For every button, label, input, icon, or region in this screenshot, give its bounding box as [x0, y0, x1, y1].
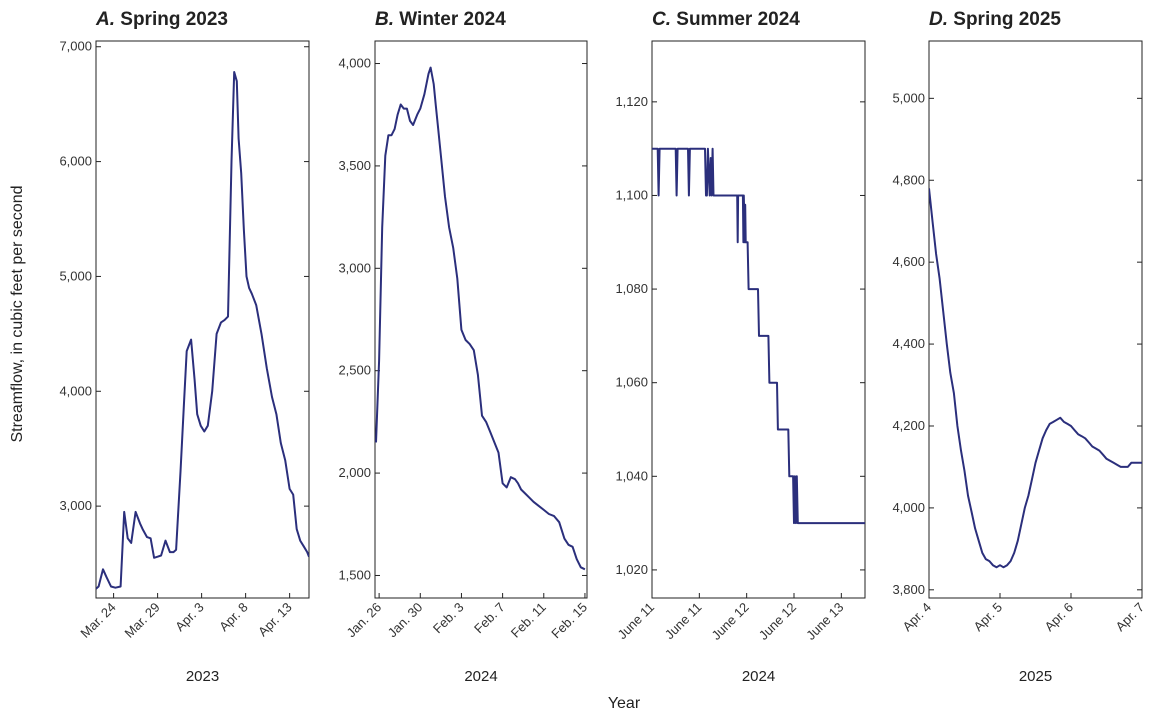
y-tick-label: 4,600 [892, 254, 925, 269]
y-tick-label: 3,000 [338, 260, 371, 275]
x-tick-label: Feb. 11 [508, 600, 549, 641]
panel-b: B. Winter 2024 1,500 2,000 2,500 3,000 3,500 4… [338, 9, 590, 685]
chart-panels: A. Spring 2023 3,000 4,000 5,000 6,000 7,000 M… [59, 9, 1147, 685]
streamflow-line [96, 71, 309, 590]
x-tick-label: June 12 [756, 600, 799, 643]
plot-frame [651, 40, 866, 599]
x-tick-label: Feb. 3 [430, 600, 467, 637]
panel-a: A. Spring 2023 3,000 4,000 5,000 6,000 7,000 M… [59, 9, 310, 685]
y-tick-label: 2,500 [338, 363, 371, 378]
x-tick-label: Apr. 5 [970, 600, 1005, 635]
x-tick-label: Apr. 3 [172, 600, 207, 635]
panel-c: C. Summer 2024 1,020 1,040 1,060 1,080 1,100 1… [614, 9, 866, 685]
y-axis-title: Streamflow, in cubic feet per second [9, 185, 26, 442]
x-tick-label: Apr. 4 [899, 600, 934, 635]
y-tick-label: 6,000 [59, 154, 92, 169]
streamflow-line [375, 66, 586, 571]
panel-letter: C. [652, 9, 671, 30]
x-tick-label: June 11 [662, 600, 705, 643]
panel-d: D. Spring 2025 3,800 4,000 4,200 4,400 4,600 4… [892, 9, 1147, 685]
y-tick-label: 5,000 [59, 268, 92, 283]
x-tick-label: Feb. 15 [548, 600, 590, 642]
plot-frame [95, 40, 310, 599]
y-tick-label: 4,000 [59, 383, 92, 398]
year-label: 2025 [1019, 668, 1052, 685]
streamflow-line [929, 188, 1142, 569]
y-tick-label: 1,080 [615, 281, 648, 296]
y-tick-label: 3,500 [338, 158, 371, 173]
year-label: 2023 [186, 668, 219, 685]
panel-title-text: Winter 2024 [394, 9, 506, 30]
y-tick-label: 5,000 [892, 90, 925, 105]
panel-letter: B. [375, 9, 394, 30]
y-tick-label: 3,800 [892, 582, 925, 597]
y-tick-label: 1,040 [615, 468, 648, 483]
y-tick-label: 4,400 [892, 336, 925, 351]
plot-frame [928, 40, 1143, 599]
year-label: 2024 [464, 668, 497, 685]
y-tick-label: 1,500 [338, 567, 371, 582]
panel-title-text: Spring 2025 [948, 9, 1061, 30]
y-tick-label: 4,000 [892, 500, 925, 515]
y-tick-label: 4,200 [892, 418, 925, 433]
panel-title-text: Summer 2024 [671, 9, 800, 30]
x-tick-label: Apr. 13 [255, 600, 295, 640]
y-tick-label: 4,800 [892, 172, 925, 187]
x-tick-label: June 11 [614, 600, 657, 643]
plot-frame [374, 40, 588, 599]
y-tick-label: 7,000 [59, 39, 92, 54]
panel-title: A. Spring 2023 [95, 9, 228, 30]
panel-letter: A. [95, 9, 115, 30]
panel-letter: D. [929, 9, 948, 30]
streamflow-line [652, 147, 865, 525]
y-tick-label: 1,100 [615, 187, 648, 202]
y-tick-label: 1,020 [615, 562, 648, 577]
panel-title: D. Spring 2025 [929, 9, 1061, 30]
x-tick-label: Feb. 7 [471, 600, 508, 637]
x-tick-label: June 12 [708, 600, 751, 643]
year-label: 2024 [742, 668, 775, 685]
x-tick-label: Apr. 6 [1041, 600, 1076, 635]
y-tick-label: 1,060 [615, 375, 648, 390]
panel-title: C. Summer 2024 [652, 9, 800, 30]
y-tick-label: 4,000 [338, 56, 371, 71]
x-tick-label: June 13 [803, 600, 846, 643]
x-tick-label: Jan. 26 [343, 600, 384, 641]
y-tick-label: 3,000 [59, 498, 92, 513]
y-tick-label: 1,120 [615, 94, 648, 109]
y-tick-label: 2,000 [338, 465, 371, 480]
panel-title: B. Winter 2024 [375, 9, 506, 30]
x-tick-label: Apr. 8 [216, 600, 251, 635]
x-tick-label: Apr. 7 [1112, 600, 1147, 635]
x-axis-title: Year [608, 695, 641, 712]
x-tick-label: Mar. 24 [77, 600, 118, 641]
panel-title-text: Spring 2023 [115, 9, 228, 30]
x-tick-label: Mar. 29 [121, 600, 162, 641]
x-tick-label: Jan. 30 [385, 600, 426, 641]
